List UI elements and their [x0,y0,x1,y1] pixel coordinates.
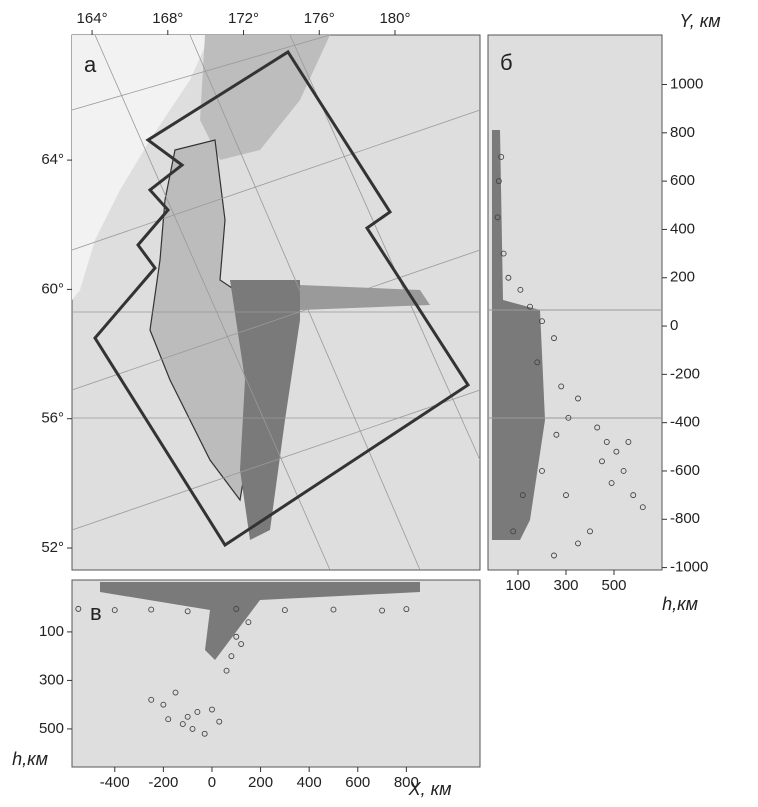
y-axis-label: Y, км [679,11,720,31]
y-tick-label: 300 [39,671,64,688]
x-tick-label: 180° [379,10,410,27]
x-tick-label: 0 [208,774,216,791]
y-tick-label: 100 [39,623,64,640]
panel-label: б [500,50,513,75]
x-axis-label: h,км [662,594,698,614]
y-tick-label: 600 [670,172,695,189]
y-tick-label: -200 [670,365,700,382]
x-tick-label: 168° [152,10,183,27]
y-tick-label: 0 [670,317,678,334]
x-tick-label: 800 [394,774,419,791]
panel-label: а [84,52,97,77]
y-tick-label: 1000 [670,75,703,92]
x-tick-label: -200 [148,774,178,791]
y-tick-label: 60° [41,280,64,297]
y-tick-label: -800 [670,510,700,527]
x-tick-label: 400 [297,774,322,791]
y-tick-label: -400 [670,414,700,431]
panel-label: в [90,600,102,625]
y-axis-label: h,км [12,749,48,769]
y-tick-label: 800 [670,124,695,141]
y-tick-label: 500 [39,720,64,737]
x-tick-label: 300 [553,577,578,594]
y-tick-label: 52° [41,539,64,556]
x-tick-label: 164° [77,10,108,27]
x-tick-label: 176° [304,10,335,27]
x-tick-label: 200 [248,774,273,791]
x-tick-label: 172° [228,10,259,27]
y-tick-label: 200 [670,269,695,286]
x-tick-label: 500 [601,577,626,594]
x-tick-label: -400 [100,774,130,791]
panel-frame [72,580,480,767]
y-tick-label: 56° [41,410,64,427]
x-tick-label: 100 [505,577,530,594]
y-tick-label: -600 [670,462,700,479]
y-tick-label: 64° [41,151,64,168]
figure: а б Y, км h,км в h,км X, км 164°168°172°… [0,0,758,802]
y-tick-label: -1000 [670,559,708,576]
x-tick-label: 600 [345,774,370,791]
y-tick-label: 400 [670,220,695,237]
